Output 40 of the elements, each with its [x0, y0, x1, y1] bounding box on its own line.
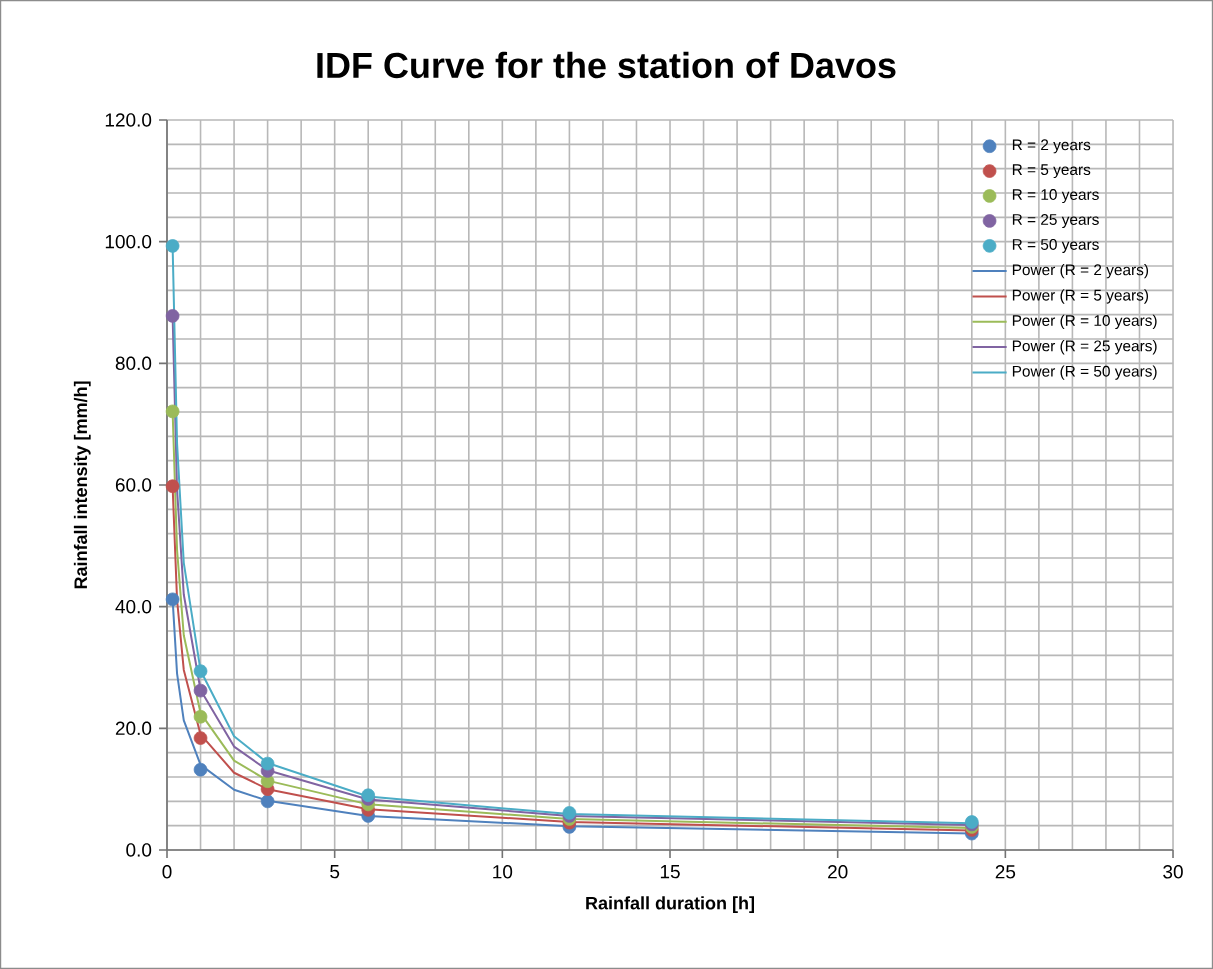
point: [165, 404, 180, 419]
x-tick-label: 10: [493, 865, 513, 879]
x-tick-label: 15: [660, 865, 680, 879]
point: [193, 709, 208, 724]
legend-label: Power (R = 5 years): [1012, 289, 1149, 304]
legend-label: R = 25 years: [1012, 214, 1099, 228]
legend-label: Power (R = 25 years): [1012, 340, 1157, 355]
point: [260, 756, 275, 771]
y-tick-label: 60.0: [115, 478, 152, 492]
point: [260, 794, 275, 809]
y-axis-title: Rainfall intensity [mm/h]: [73, 381, 91, 589]
legend-label: R = 5 years: [1012, 164, 1091, 179]
legend-label: Power (R = 2 years): [1012, 263, 1149, 279]
point: [193, 731, 208, 745]
x-tick-label: 25: [995, 865, 1016, 879]
point: [165, 479, 180, 494]
y-tick-label: 100.0: [105, 234, 152, 249]
x-tick-label: 0: [162, 865, 172, 879]
y-tick-label: 0.0: [126, 843, 152, 857]
legend-label: R = 10 years: [1012, 189, 1099, 204]
chart-title: IDF Curve for the station of Davos: [317, 51, 896, 79]
y-tick-label: 80.0: [115, 356, 152, 371]
y-tick-label: 120.0: [105, 113, 152, 127]
y-tick-label: 40.0: [115, 599, 152, 614]
x-tick-label: 30: [1163, 865, 1183, 879]
x-tick-label: 5: [330, 865, 340, 879]
legend-label: R = 2 years: [1012, 139, 1091, 154]
point: [361, 788, 376, 803]
point: [193, 664, 208, 678]
legend-label: Power (R = 50 years): [1012, 365, 1157, 380]
point: [165, 239, 180, 253]
point: [193, 762, 208, 777]
x-tick-label: 20: [828, 865, 848, 879]
point: [165, 309, 180, 323]
x-axis-title: Rainfall duration [h]: [586, 896, 754, 914]
y-tick-label: 20.0: [115, 721, 152, 736]
legend-label: R = 50 years: [1012, 238, 1099, 253]
point: [165, 592, 180, 607]
legend-label: Power (R = 10 years): [1012, 314, 1157, 330]
point: [193, 683, 208, 698]
